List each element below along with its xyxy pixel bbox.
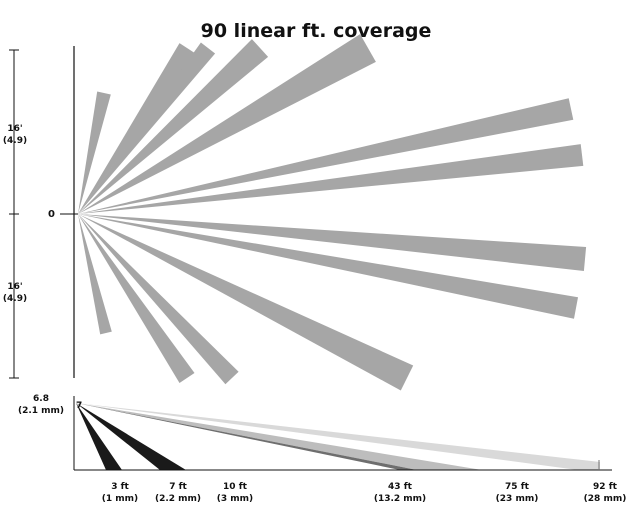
zero-label: 0 bbox=[48, 209, 55, 220]
upper-span-label: 16' bbox=[7, 124, 22, 134]
side-beam-near-2 bbox=[76, 403, 186, 470]
coverage-beam-13 bbox=[78, 214, 414, 391]
coverage-beam-5 bbox=[78, 34, 376, 214]
distance-label-2: 7 ft bbox=[169, 482, 187, 492]
side-view: 6.8 (2.1 mm) 7 3 ft (1 mm) 7 ft (2.2 mm)… bbox=[18, 394, 626, 504]
coverage-beam-3 bbox=[78, 42, 216, 214]
lower-span-metric-label: (4.9) bbox=[3, 294, 27, 304]
distance-label-5: 75 ft bbox=[505, 482, 530, 492]
distance-label-4: 43 ft bbox=[388, 482, 413, 492]
distance-metric-label-6: (28 mm) bbox=[584, 494, 627, 504]
coverage-beam-10 bbox=[78, 214, 112, 335]
coverage-beam-12 bbox=[78, 214, 239, 385]
side-beam-far bbox=[76, 403, 600, 470]
mount-height-label: 6.8 bbox=[33, 394, 49, 404]
upper-span-metric-label: (4.9) bbox=[3, 136, 27, 146]
distance-metric-label-2: (2.2 mm) bbox=[155, 494, 201, 504]
coverage-beam-6 bbox=[78, 98, 574, 214]
mount-height-metric-label: (2.1 mm) bbox=[18, 406, 64, 416]
sensor-mark: 7 bbox=[76, 401, 82, 411]
side-beam-mid-light bbox=[76, 403, 482, 470]
distance-metric-label-4: (13.2 mm) bbox=[374, 494, 426, 504]
distance-label-3: 10 ft bbox=[223, 482, 248, 492]
coverage-beam-11 bbox=[78, 214, 195, 383]
lower-span-label: 16' bbox=[7, 282, 22, 292]
distance-label-6: 92 ft bbox=[593, 482, 618, 492]
vertical-dimension-line bbox=[9, 49, 19, 379]
coverage-beam-8 bbox=[78, 214, 587, 271]
side-beam-near-1 bbox=[76, 403, 122, 470]
coverage-beam-4 bbox=[78, 39, 269, 214]
coverage-beam-9 bbox=[78, 214, 578, 319]
side-beam-mid-dark bbox=[76, 403, 417, 470]
distance-metric-label-5: (23 mm) bbox=[496, 494, 539, 504]
distance-metric-label-1: (1 mm) bbox=[102, 494, 138, 504]
diagram-title: 90 linear ft. coverage bbox=[201, 20, 432, 42]
beam-fan bbox=[78, 34, 587, 391]
top-view: 16' (4.9) 16' (4.9) 0 bbox=[3, 34, 587, 391]
coverage-beam-7 bbox=[78, 144, 584, 214]
distance-label-1: 3 ft bbox=[111, 482, 129, 492]
coverage-beam-2 bbox=[78, 43, 195, 214]
coverage-beam-1 bbox=[78, 91, 111, 214]
distance-metric-label-3: (3 mm) bbox=[217, 494, 253, 504]
